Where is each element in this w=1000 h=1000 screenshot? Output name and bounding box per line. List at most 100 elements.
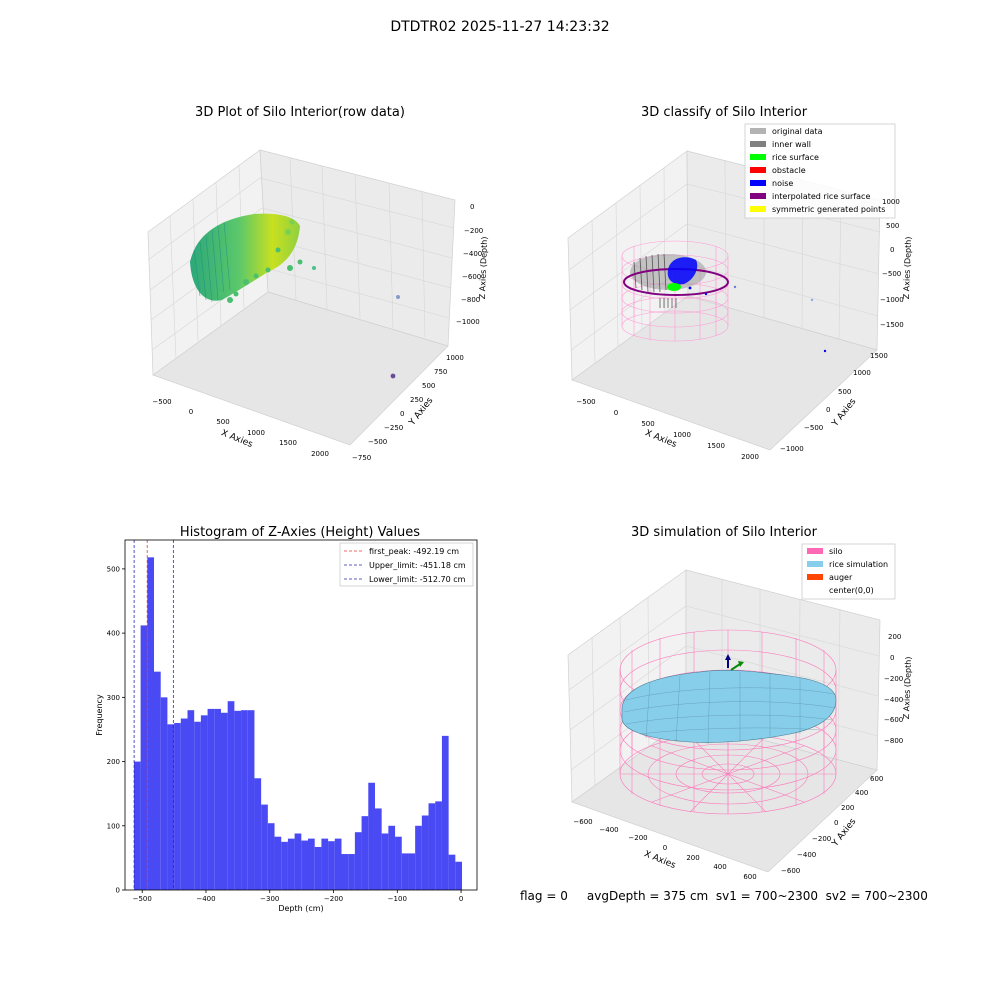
histogram-bar: [428, 803, 436, 890]
classify-y-axis-label: Y Axies: [830, 397, 859, 430]
raw-ztick: 0: [470, 203, 474, 211]
classify-xtick: 2000: [741, 453, 759, 461]
simulation-panel-title: 3D simulation of Silo Interior: [631, 525, 818, 540]
histogram-bar: [220, 712, 228, 890]
simulation-xtick: 400: [713, 863, 726, 871]
classify-xtick: 0: [614, 409, 618, 417]
legend-label-noise: noise: [772, 179, 793, 188]
raw-axis-ticks: −500 0 500 1000 1500 2000 −750 −500 −250…: [152, 203, 483, 462]
raw-ytick: 250: [410, 396, 423, 404]
simulation-ytick: 600: [870, 775, 883, 783]
classify-ztick: 500: [886, 222, 899, 230]
histogram-x-ticks: −500 −400 −300 −200 −100 0: [133, 890, 463, 903]
histogram-bar: [435, 801, 442, 890]
legend-label-center: center(0,0): [829, 586, 874, 595]
simulation-ytick: 0: [834, 819, 838, 827]
legend-swatch-interpolated: [750, 193, 766, 199]
histogram-bar: [314, 846, 322, 890]
histogram-y-tick-label: 400: [107, 630, 120, 638]
histogram-reference-lines: [133, 540, 174, 890]
legend-label-obstacle: obstacle: [772, 166, 806, 175]
raw-xtick: 0: [189, 408, 193, 416]
raw-ytick: −250: [384, 424, 403, 432]
histogram-bar: [254, 778, 262, 890]
raw-ytick: 500: [422, 382, 435, 390]
legend-label-original-data: original data: [772, 127, 823, 136]
classify-floor: [571, 295, 878, 451]
legend-swatch-rice-simulation: [807, 561, 823, 567]
simulation-3d-panel: 3D simulation of Silo Interior: [567, 525, 913, 881]
raw-xtick: 2000: [311, 450, 329, 458]
raw-rice-cloud: [190, 213, 300, 301]
classify-rice-surface: [667, 283, 681, 291]
histogram-bar: [281, 841, 288, 890]
simulation-ztick: −800: [884, 737, 903, 745]
classify-axis-ticks: −500 0 500 1000 1500 2000 −1000 −500 0 5…: [576, 198, 903, 461]
raw-point-cloud: [190, 213, 400, 379]
legend-label-rice-surface: rice surface: [772, 153, 819, 162]
histogram-bar: [133, 761, 141, 890]
histogram-bar: [140, 625, 148, 890]
simulation-axis-ticks: −600 −400 −200 0 200 400 600 −600 −400 −…: [573, 633, 903, 881]
classify-panel-title: 3D classify of Silo Interior: [641, 105, 808, 120]
histogram-y-tick-label: 0: [116, 887, 120, 895]
legend-first-peak: first_peak: -492.19 cm: [369, 547, 459, 556]
histogram-x-tick-label: −500: [133, 895, 152, 903]
simulation-ytick: 400: [855, 789, 868, 797]
simulation-xtick: 0: [663, 844, 667, 852]
classify-ztick: −500: [882, 270, 901, 278]
figure-title: DTDTR02 2025-11-27 14:23:32: [390, 19, 609, 35]
histogram-x-tick-label: −400: [196, 895, 215, 903]
histogram-bar: [227, 701, 235, 890]
histogram-bar: [174, 723, 181, 890]
legend-label-rice-simulation: rice simulation: [829, 560, 888, 569]
simulation-ztick: 200: [888, 633, 901, 641]
simulation-ztick: −600: [884, 716, 903, 724]
legend-label-symmetric: symmetric generated points: [772, 205, 885, 214]
histogram-y-tick-label: 200: [107, 758, 120, 766]
simulation-ztick: −200: [884, 675, 903, 683]
raw-ytick: −500: [368, 438, 387, 446]
raw-xtick: 1500: [279, 439, 297, 447]
raw-3d-panel: 3D Plot of Silo Interior(row data): [147, 105, 489, 462]
histogram-bar: [301, 840, 309, 890]
legend-label-inner-wall: inner wall: [772, 140, 811, 149]
classify-xtick: 500: [641, 420, 654, 428]
histogram-bar: [180, 718, 188, 890]
raw-xtick: 1000: [247, 429, 265, 437]
histogram-bar: [395, 836, 402, 890]
classify-ytick: 500: [838, 388, 851, 396]
raw-ytick: −750: [352, 454, 371, 462]
histogram-y-ticks: 0 100 200 300 400 500: [107, 565, 125, 895]
raw-ztick: −200: [464, 227, 483, 235]
simulation-xtick: −600: [573, 818, 592, 826]
histogram-y-tick-label: 500: [107, 565, 120, 573]
histogram-bar: [401, 853, 409, 890]
histogram-y-tick-label: 300: [107, 694, 120, 702]
classify-z-axis-label: Z Axies (Depth): [902, 236, 913, 299]
histogram-x-tick-label: 0: [459, 895, 463, 903]
histogram-bar: [448, 854, 456, 890]
legend-swatch-inner-wall: [750, 141, 766, 147]
histogram-bar: [194, 721, 201, 890]
histogram-bar: [455, 861, 463, 890]
histogram-bar: [415, 825, 422, 890]
histogram-bar: [334, 838, 342, 890]
legend-swatch-noise: [750, 180, 766, 186]
histogram-bars: [133, 557, 463, 890]
simulation-ztick: 0: [890, 654, 894, 662]
histogram-bar: [247, 710, 255, 890]
histogram-bar: [374, 808, 382, 890]
histogram-bar: [354, 832, 362, 890]
simulation-xtick: −200: [628, 834, 647, 842]
histogram-bar: [408, 853, 416, 890]
legend-label-silo: silo: [829, 547, 843, 556]
simulation-x-axis-label: X Axies: [642, 849, 677, 871]
classify-xtick: 1500: [707, 442, 725, 450]
histogram-x-tick-label: −300: [260, 895, 279, 903]
histogram-bar: [241, 710, 248, 890]
classify-ztick: −1000: [880, 296, 904, 304]
classify-ytick: −500: [804, 424, 823, 432]
histogram-x-tick-label: −100: [388, 895, 407, 903]
